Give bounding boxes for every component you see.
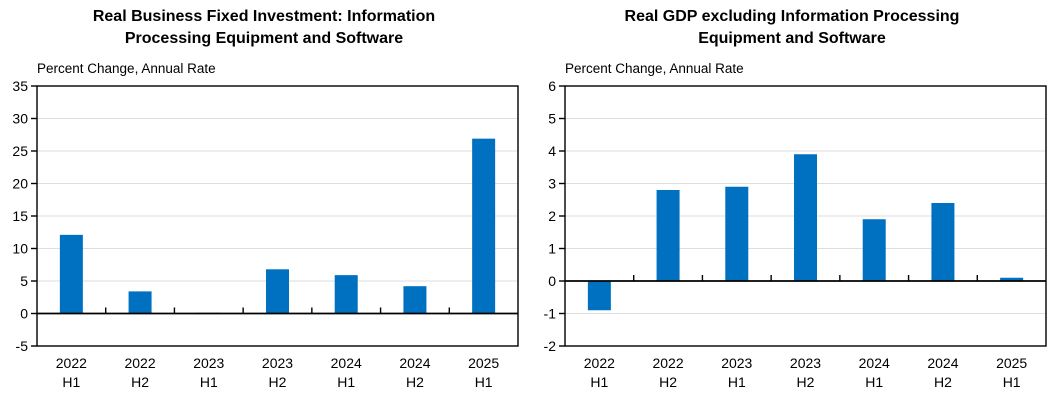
x-tick-label-half: H1 xyxy=(1003,374,1021,390)
x-tick-label-half: H2 xyxy=(659,374,677,390)
x-tick-label-half: H2 xyxy=(269,374,287,390)
x-tick-label-half: H2 xyxy=(131,374,149,390)
y-tick-label: 15 xyxy=(12,208,28,224)
bar xyxy=(334,275,358,314)
y-tick-label: 10 xyxy=(12,240,28,256)
x-tick-label-half: H1 xyxy=(590,374,608,390)
x-tick-label-year: 2025 xyxy=(468,355,499,371)
bar xyxy=(472,138,496,314)
bar xyxy=(931,203,955,281)
x-tick-label-half: H2 xyxy=(406,374,424,390)
y-tick-label: 35 xyxy=(12,78,28,94)
y-axis-units-label: Percent Change, Annual Rate xyxy=(37,61,216,76)
x-tick-label-year: 2025 xyxy=(996,355,1027,371)
y-tick-label: -1 xyxy=(544,305,557,321)
x-tick-label-half: H2 xyxy=(797,374,815,390)
y-tick-label: 5 xyxy=(20,273,28,289)
bar xyxy=(403,286,427,314)
bar xyxy=(1000,277,1024,281)
bar-chart-plot: 35 30 25 20 15 10 5 0 -5 2022 H1 2022 H2 2023 H1 2023 H2… xyxy=(12,78,519,390)
chart-title: Real Business Fixed Investment: Informat… xyxy=(92,8,436,47)
chart-panel-right: Real GDP excluding Information Processin… xyxy=(528,0,1056,404)
y-tick-label: 6 xyxy=(548,78,556,94)
y-tick-label: 4 xyxy=(548,143,556,159)
x-tick-label-half: H1 xyxy=(865,374,883,390)
y-tick-label: 5 xyxy=(548,110,556,126)
chart-title: Real GDP excluding Information Processin… xyxy=(624,8,960,47)
x-tick-label-year: 2022 xyxy=(584,355,615,371)
x-tick-label-half: H1 xyxy=(475,374,493,390)
y-tick-label: -5 xyxy=(16,338,29,354)
x-tick-label-half: H1 xyxy=(728,374,746,390)
chart-panel-left: Real Business Fixed Investment: Informat… xyxy=(12,8,519,390)
x-tick-label-half: H1 xyxy=(337,374,355,390)
y-tick-label: 20 xyxy=(12,175,28,191)
x-tick-label-year: 2023 xyxy=(721,355,752,371)
x-tick-label-half: H1 xyxy=(62,374,80,390)
bar xyxy=(862,219,886,281)
y-tick-label: 30 xyxy=(12,110,28,126)
y-tick-label: 3 xyxy=(548,175,556,191)
x-tick-label-year: 2024 xyxy=(331,355,362,371)
y-axis-units-label: Percent Change, Annual Rate xyxy=(565,61,744,76)
bar xyxy=(725,186,749,281)
y-tick-label: 25 xyxy=(12,143,28,159)
x-tick-label-half: H2 xyxy=(934,374,952,390)
x-tick-label-year: 2022 xyxy=(124,355,155,371)
bar xyxy=(794,154,817,281)
x-tick-label-year: 2024 xyxy=(927,355,958,371)
y-tick-label: 0 xyxy=(20,305,28,321)
x-tick-label-year: 2023 xyxy=(193,355,224,371)
y-tick-label: 2 xyxy=(548,208,556,224)
x-tick-label-year: 2024 xyxy=(399,355,430,371)
bar xyxy=(59,234,83,314)
x-tick-label-year: 2023 xyxy=(262,355,293,371)
bar xyxy=(128,291,152,314)
x-tick-label-year: 2024 xyxy=(859,355,890,371)
bar-chart-plot: 6 5 4 3 2 1 0 -1 -2 2022 H1 2022 H2 2023 H1 2023 H2 2024 H… xyxy=(544,78,1047,390)
y-tick-label: 1 xyxy=(548,240,556,256)
y-tick-label: -2 xyxy=(544,338,557,354)
x-tick-label-year: 2023 xyxy=(790,355,821,371)
bar xyxy=(656,190,680,281)
x-tick-label-year: 2022 xyxy=(56,355,87,371)
bar xyxy=(266,269,289,314)
x-tick-label-half: H1 xyxy=(200,374,218,390)
y-tick-label: 0 xyxy=(548,273,556,289)
bar xyxy=(587,281,611,311)
x-tick-label-year: 2022 xyxy=(652,355,683,371)
